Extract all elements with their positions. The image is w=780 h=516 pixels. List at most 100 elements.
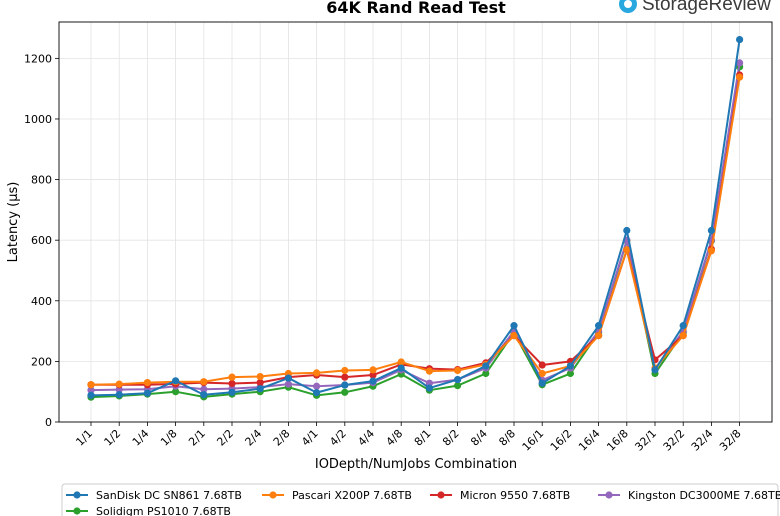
legend-swatch-marker — [269, 491, 277, 499]
data-point — [425, 384, 433, 392]
data-point — [707, 247, 716, 255]
data-point — [736, 73, 744, 81]
series-line — [91, 74, 741, 386]
data-point — [341, 381, 349, 389]
data-point — [115, 391, 123, 399]
series-1 — [87, 35, 744, 399]
data-point — [143, 379, 151, 387]
data-point — [256, 385, 264, 393]
series-5 — [87, 63, 744, 401]
data-point — [397, 364, 405, 372]
data-point — [510, 332, 518, 340]
data-point — [87, 391, 95, 399]
plot-area-frame — [58, 21, 773, 423]
data-point — [425, 367, 433, 375]
data-point — [115, 380, 123, 388]
data-point — [200, 378, 208, 386]
data-point — [313, 382, 321, 390]
x-tick-label: 4/4 — [355, 427, 377, 449]
x-tick-label: 2/8 — [271, 427, 293, 449]
series-4 — [87, 59, 744, 394]
legend-swatch-marker — [73, 507, 81, 515]
x-tick-label: 1/8 — [158, 427, 180, 449]
data-point — [538, 361, 546, 369]
y-tick-label: 1000 — [24, 113, 52, 126]
data-point — [510, 322, 518, 330]
y-tick-label: 400 — [31, 295, 52, 308]
legend-frame — [61, 483, 779, 516]
x-tick-label: 32/8 — [717, 427, 744, 454]
data-point — [284, 374, 292, 382]
series-line — [90, 76, 741, 386]
data-point — [369, 371, 377, 379]
data-point — [341, 388, 349, 396]
data-point — [566, 369, 575, 378]
x-tick-label: 4/8 — [384, 427, 406, 449]
x-tick-label: 2/4 — [243, 427, 265, 449]
data-point — [228, 388, 236, 396]
data-point — [454, 382, 462, 390]
data-point — [623, 246, 631, 254]
data-point — [143, 389, 151, 397]
data-point — [736, 59, 744, 67]
gridlines — [59, 22, 772, 423]
data-point — [595, 332, 603, 340]
data-point — [454, 366, 462, 375]
legend-swatch-marker — [73, 491, 81, 499]
x-tick-label: 4/1 — [299, 427, 321, 449]
data-point — [341, 373, 349, 381]
series-line — [90, 62, 741, 392]
x-tick-label: 2/1 — [186, 427, 208, 449]
data-point — [172, 377, 180, 385]
legend-label: SanDisk DC SN861 7.68TB — [96, 489, 242, 502]
x-tick-label: 16/4 — [576, 427, 603, 454]
data-point — [313, 389, 321, 397]
legend-item-2: Pascari X200P 7.68TB — [262, 489, 412, 502]
x-tick-label: 16/1 — [520, 427, 547, 454]
data-point — [256, 379, 264, 387]
x-tick-label: 32/2 — [661, 427, 688, 454]
x-tick-label: 2/2 — [214, 427, 236, 449]
x-tick-label: 8/4 — [468, 427, 490, 449]
x-tick-label: 8/2 — [440, 427, 462, 449]
data-point — [651, 366, 659, 374]
brand-name: StorageReview — [642, 0, 771, 15]
data-point — [200, 391, 208, 399]
x-tick-label: 32/1 — [632, 427, 659, 454]
y-tick-label: 200 — [31, 355, 52, 368]
x-tick-label: 8/1 — [412, 427, 434, 449]
data-point — [284, 380, 292, 388]
y-axis-label: Latency (µs) — [6, 182, 21, 263]
data-point — [538, 369, 546, 378]
chart-title: 64K Rand Read Test — [326, 0, 506, 17]
data-point — [341, 366, 349, 375]
legend-item-3: Micron 9550 7.68TB — [430, 489, 570, 502]
data-point — [454, 375, 462, 384]
series-layer — [87, 35, 744, 401]
data-point — [228, 379, 236, 388]
y-tick-label: 0 — [45, 416, 52, 429]
data-point — [482, 362, 490, 370]
data-point — [623, 226, 631, 235]
x-axis-ticks: 1/1 1/2 1/4 1/8 2/1 2/2 2/4 2/8 4/1 4/2 4/4 4/8 8/1 8… — [73, 422, 744, 454]
legend-label: Kingston DC3000ME 7.68TB — [628, 489, 780, 502]
legend-swatch-marker — [437, 491, 445, 499]
data-point — [87, 386, 95, 394]
y-axis-ticks: 0 200 400 600 800 1000 1200 — [24, 52, 59, 429]
legend-item-5: Solidigm PS1010 7.68TB — [66, 505, 231, 516]
x-axis-label: IODepth/NumJobs Combination — [315, 457, 517, 472]
data-point — [482, 369, 490, 378]
x-tick-label: 32/4 — [689, 427, 716, 454]
data-point — [736, 35, 744, 44]
series-line — [90, 66, 741, 399]
x-tick-label: 1/1 — [73, 427, 95, 449]
y-tick-label: 1200 — [24, 52, 52, 65]
legend-item-1: SanDisk DC SN861 7.68TB — [66, 489, 242, 502]
data-point — [679, 332, 687, 340]
series-line — [90, 39, 741, 397]
data-point — [369, 366, 377, 374]
series-2 — [87, 73, 744, 389]
data-point — [595, 322, 603, 330]
data-point — [228, 373, 236, 381]
